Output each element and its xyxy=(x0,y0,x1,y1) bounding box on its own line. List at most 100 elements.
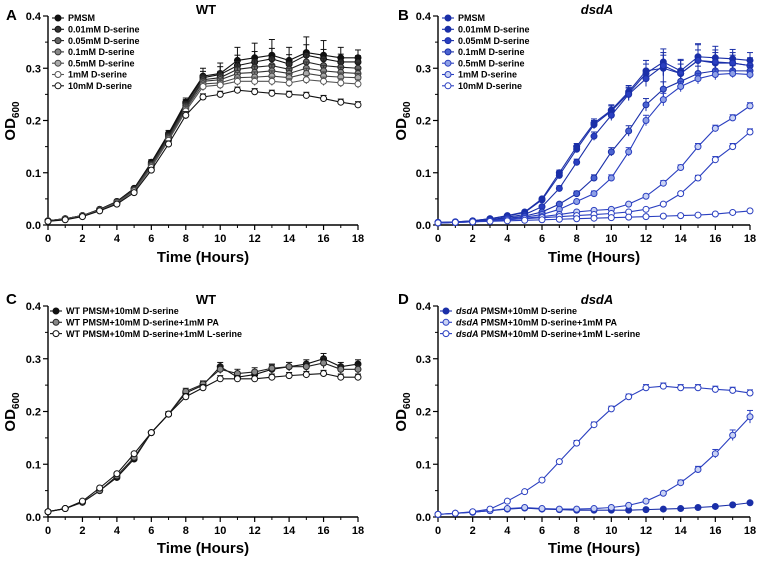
data-point xyxy=(711,502,719,510)
data-point xyxy=(573,158,581,166)
data-point xyxy=(677,479,685,487)
y-axis-label-subscript: 600 xyxy=(11,101,22,118)
data-point xyxy=(590,421,598,429)
data-point xyxy=(711,156,719,164)
series-7 xyxy=(434,207,754,227)
legend-label-text: 0.05mM D-serine xyxy=(458,36,530,46)
data-point xyxy=(434,510,442,518)
x-tick-label: 12 xyxy=(640,525,652,537)
data-point xyxy=(573,439,581,447)
data-point xyxy=(285,372,293,380)
data-point xyxy=(354,365,362,373)
legend-label-text: 10mM D-serine xyxy=(68,81,132,91)
y-tick-label: 0.2 xyxy=(416,407,431,419)
series-2 xyxy=(44,369,362,516)
x-tick-label: 4 xyxy=(114,525,121,537)
data-point xyxy=(486,505,494,513)
x-tick-label: 10 xyxy=(214,233,226,245)
legend-marker xyxy=(444,25,452,33)
legend-label: 10mM D-serine xyxy=(458,81,522,91)
y-tick-label: 0.3 xyxy=(416,63,431,75)
data-point xyxy=(694,143,702,151)
data-point xyxy=(96,207,104,215)
series-6 xyxy=(44,86,362,225)
x-tick-label: 18 xyxy=(744,525,756,537)
panel-title: dsdA xyxy=(581,292,614,307)
data-point xyxy=(216,90,224,98)
x-tick-label: 2 xyxy=(470,233,476,245)
data-point xyxy=(677,190,685,198)
x-tick-label: 12 xyxy=(249,525,261,537)
data-point xyxy=(607,214,615,222)
data-point xyxy=(538,216,546,224)
legend-label-text: PMSM+10mM D-serine xyxy=(83,306,179,316)
data-point xyxy=(607,174,615,182)
legend-marker xyxy=(444,48,452,56)
data-point xyxy=(78,213,86,221)
legend-label: dsdA PMSM+10mM D-serine+1mM PA xyxy=(456,318,618,328)
legend-label-text: PMSM+10mM D-serine+1mM PA xyxy=(481,318,618,328)
data-point xyxy=(521,488,529,496)
legend-label: 0.05mM D-serine xyxy=(68,36,140,46)
data-point xyxy=(96,484,104,492)
data-point xyxy=(659,96,667,104)
data-point xyxy=(354,101,362,109)
data-point xyxy=(130,450,138,458)
data-point xyxy=(251,88,259,96)
series-line xyxy=(437,72,751,224)
legend-label: 0.05mM D-serine xyxy=(458,36,530,46)
data-point xyxy=(677,212,685,220)
y-axis-label-main: OD xyxy=(2,118,19,141)
data-point xyxy=(659,489,667,497)
legend-marker xyxy=(444,82,452,90)
data-point xyxy=(182,111,190,119)
x-tick-label: 14 xyxy=(283,525,296,537)
data-point xyxy=(538,196,546,204)
y-tick-label: 0.1 xyxy=(416,459,431,471)
data-point xyxy=(216,375,224,383)
data-point xyxy=(337,98,345,106)
data-point xyxy=(337,79,345,87)
series-2 xyxy=(434,382,754,518)
data-point xyxy=(694,211,702,219)
data-point xyxy=(590,214,598,222)
data-point xyxy=(694,174,702,182)
data-point xyxy=(659,212,667,220)
data-point xyxy=(659,85,667,93)
data-point xyxy=(555,171,563,179)
data-point xyxy=(729,69,737,77)
x-tick-label: 4 xyxy=(504,233,511,245)
y-axis-label: OD600 xyxy=(393,101,413,141)
data-point xyxy=(182,393,190,401)
x-tick-label: 12 xyxy=(640,233,652,245)
legend-label: PMSM xyxy=(458,13,485,23)
data-point xyxy=(711,58,719,66)
series-0 xyxy=(44,352,362,516)
panel-c: C WT 0.0 0.1 0.2 0.3 0.4 0 2 4 6 8 10 12 14 16 18 Time (H… xyxy=(2,291,364,557)
y-tick-label: 0.4 xyxy=(416,11,432,23)
y-axis-label: OD600 xyxy=(393,392,413,432)
data-point xyxy=(659,62,667,70)
data-point xyxy=(302,76,310,84)
data-point xyxy=(642,117,650,124)
legend-label-prefix: dsdA xyxy=(456,318,481,328)
data-point xyxy=(130,189,138,197)
data-point xyxy=(216,81,224,89)
data-point xyxy=(451,218,459,226)
data-point xyxy=(469,218,477,226)
data-point xyxy=(590,132,598,140)
series-line xyxy=(47,89,359,222)
data-point xyxy=(590,174,598,182)
data-point xyxy=(486,217,494,225)
legend-label-text: PMSM+10mM D-serine+1mM L-serine xyxy=(83,329,243,339)
data-point xyxy=(44,508,52,516)
data-point xyxy=(78,497,86,505)
data-point xyxy=(233,375,241,383)
data-point xyxy=(555,215,563,223)
legend-marker xyxy=(444,37,452,45)
x-axis-label: Time (Hours) xyxy=(548,540,640,557)
data-point xyxy=(165,410,173,418)
data-point xyxy=(320,95,328,103)
data-point xyxy=(711,124,719,132)
